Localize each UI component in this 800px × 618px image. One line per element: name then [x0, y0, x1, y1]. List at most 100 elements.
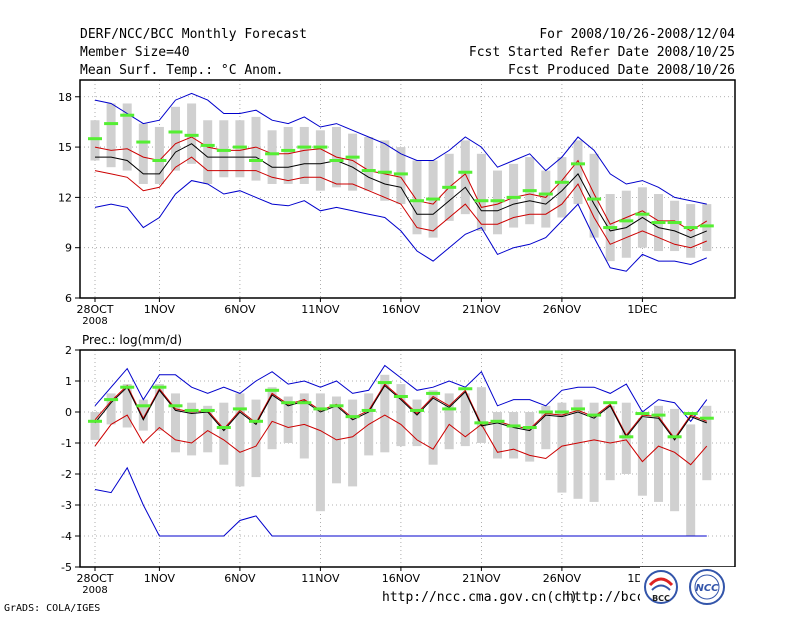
prec-median-marker: [361, 408, 376, 412]
prec-median-marker: [506, 424, 521, 428]
prec-panel-title: Prec.: log(mm/d): [82, 333, 182, 347]
temp-median-marker: [232, 145, 247, 149]
temp-box: [122, 103, 132, 171]
temp-median-marker: [651, 221, 666, 225]
logos: BCC NCC: [640, 567, 740, 612]
prec-median-marker: [281, 401, 296, 405]
temp-median-marker: [538, 192, 553, 196]
prec-box: [299, 393, 309, 459]
prec-box: [90, 412, 100, 440]
temp-median-marker: [410, 199, 424, 203]
prec-median-marker: [393, 395, 408, 398]
temp-box: [90, 120, 100, 161]
temp-ytick-label: 6: [65, 292, 72, 305]
temp-box: [348, 133, 358, 191]
temp-box: [412, 160, 422, 235]
prec-box: [283, 396, 293, 443]
prec-median-marker: [522, 426, 537, 429]
temp-median-marker: [490, 199, 505, 203]
prec-median-marker: [667, 435, 682, 439]
prec-box: [541, 405, 551, 450]
temp-box: [267, 130, 277, 184]
temp-median-marker: [667, 221, 682, 225]
temp-box: [251, 116, 261, 181]
temp-median-marker: [265, 152, 280, 156]
temp-xtick-label: 6NOV: [224, 303, 256, 316]
temp-box: [380, 140, 390, 201]
prec-xtick-label: 1NOV: [144, 572, 176, 585]
prec-box: [219, 402, 229, 465]
prec-box: [187, 402, 197, 456]
temp-ytick-label: 12: [58, 191, 72, 204]
temp-box: [476, 153, 486, 231]
prec-frame: [79, 349, 736, 568]
temp-median-marker: [152, 158, 167, 162]
temp-median-marker: [136, 140, 151, 144]
temp-xtick-label: 1DEC: [627, 303, 657, 316]
prec-box: [106, 393, 116, 425]
temp-box: [315, 130, 325, 191]
prec-box: [315, 393, 325, 512]
temp-box: [589, 153, 599, 238]
ncc-logo-icon: NCC: [689, 569, 725, 605]
temp-box: [621, 190, 631, 258]
temp-median-marker: [104, 122, 119, 126]
temp-box: [364, 137, 374, 191]
prec-box: [171, 393, 180, 453]
temp-box: [493, 170, 502, 235]
prec-box: [637, 418, 647, 496]
temp-median-marker: [619, 219, 634, 223]
prec-box: [509, 412, 519, 459]
temp-box: [670, 200, 680, 252]
temp-median-marker: [554, 180, 569, 184]
prec-median-marker: [635, 412, 650, 416]
prec-median-marker: [297, 401, 312, 405]
ncc-url-link[interactable]: http://ncc.cma.gov.cn(ch): [382, 590, 578, 605]
temp-series-upper: [94, 136, 708, 232]
temp-ytick-label: 15: [58, 141, 72, 154]
temp-box: [541, 170, 551, 228]
temp-median-marker: [200, 143, 215, 147]
temp-ytick-label: 18: [58, 91, 72, 104]
prec-box: [267, 387, 277, 450]
prec-box: [589, 402, 599, 502]
temp-xtick-sublabel: 2008: [82, 316, 107, 327]
prec-ytick-label: 1: [65, 375, 72, 388]
temp-xtick-label: 28OCT: [76, 303, 113, 316]
produced-date: Fcst Produced Date 2008/10/26: [508, 63, 735, 78]
prec-box: [235, 393, 245, 487]
prec-ytick-label: 0: [65, 406, 72, 419]
prec-median-marker: [603, 401, 618, 405]
temp-box: [509, 163, 519, 228]
temp-median-marker: [345, 155, 360, 159]
forecast-period: For 2008/10/26-2008/12/04: [539, 27, 735, 42]
prec-box: [444, 393, 454, 450]
temp-median-marker: [635, 212, 650, 216]
temp-frame: [79, 79, 736, 299]
member-size-label: Member Size=40: [80, 45, 190, 60]
prec-median-marker: [249, 419, 263, 423]
temp-median-marker: [683, 226, 698, 230]
prec-series-mean: [94, 384, 707, 441]
temp-box: [154, 126, 164, 184]
temp-median-marker: [168, 130, 183, 134]
prec-median-marker: [410, 408, 424, 412]
temp-median-marker: [88, 137, 102, 141]
prec-median-marker: [651, 413, 666, 417]
temp-xtick-label: 1NOV: [144, 303, 176, 316]
prec-median-marker: [474, 421, 489, 425]
temp-median-marker: [297, 145, 312, 149]
temp-median-marker: [426, 197, 441, 201]
prec-ytick-label: -4: [61, 530, 72, 543]
prec-median-marker: [571, 407, 585, 411]
prec-xtick-label: 16NOV: [382, 572, 421, 585]
temp-box: [106, 103, 116, 168]
ncc-logo-text: NCC: [695, 583, 719, 594]
prec-box: [138, 399, 148, 431]
prec-xtick-sublabel: 2008: [82, 585, 107, 596]
prec-box: [428, 390, 438, 465]
bcc-url-link[interactable]: http://bcc.: [566, 590, 653, 605]
chart-title: DERF/NCC/BCC Monthly Forecast: [80, 27, 307, 42]
prec-median-marker: [587, 413, 602, 417]
